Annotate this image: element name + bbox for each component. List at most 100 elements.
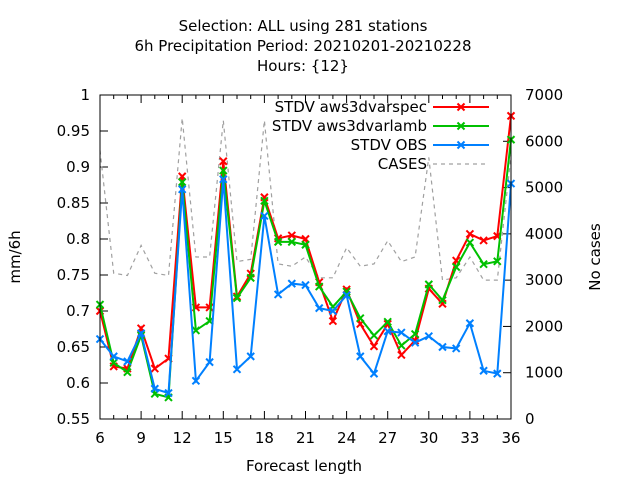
x-axis-ticks: 6 9 12 15 18 21 24 27 30 33 36	[95, 95, 521, 447]
data-point-stroke	[287, 237, 297, 247]
y-tick-label: 1	[80, 86, 90, 104]
y-axis-ticks: 0.55 0.6 0.65 0.7 0.75 0.8 0.85 0.9 0.95 1	[57, 86, 108, 428]
data-point-stroke	[287, 231, 297, 240]
chart-title-line-2: 6h Precipitation Period: 20210201-202102…	[134, 37, 471, 55]
data-point-stdv-aws3dvarlamb	[438, 295, 447, 305]
legend-label: CASES	[378, 155, 427, 173]
data-point-stroke	[246, 352, 255, 361]
data-point-stroke	[123, 367, 132, 377]
y-tick-label: 0.85	[57, 194, 90, 212]
data-point-stroke	[424, 280, 434, 289]
data-point-stroke	[410, 338, 420, 347]
data-point-stroke	[273, 237, 283, 247]
data-point-stroke	[451, 344, 461, 353]
data-point-stdv-aws3dvarlamb	[246, 273, 255, 283]
data-point-stdv-obs	[260, 211, 269, 221]
data-point-stdv-aws3dvarlamb	[219, 166, 228, 175]
data-point-stroke	[328, 306, 338, 316]
data-point-stdv-aws3dvarlamb	[410, 329, 420, 339]
data-point-stroke	[109, 352, 118, 361]
data-point-stroke	[246, 273, 255, 283]
data-point-stroke	[232, 293, 242, 303]
y-tick-label: 0.65	[57, 338, 90, 356]
data-point-stdv-aws3dvarlamb	[356, 313, 365, 323]
data-point-stroke	[177, 177, 187, 187]
data-point-stdv-aws3dvarlamb	[232, 293, 242, 303]
data-point-stroke	[177, 185, 187, 194]
x-tick-label: 21	[296, 429, 315, 447]
data-point-stdv-obs	[273, 290, 283, 299]
legend-label: STDV aws3dvarspec	[275, 98, 427, 116]
data-point-stdv-aws3dvarlamb	[424, 280, 434, 289]
x-tick-label: 30	[419, 429, 438, 447]
data-point-stdv-aws3dvarlamb	[177, 177, 187, 187]
data-point-stdv-obs	[479, 366, 488, 375]
data-point-stroke	[410, 329, 420, 339]
plot-frame	[99, 94, 512, 420]
x-tick-label: 6	[95, 429, 105, 447]
data-point-stroke	[301, 240, 310, 249]
data-point-stdv-aws3dvarlamb	[123, 367, 132, 377]
data-point-stroke	[369, 369, 379, 378]
data-point-stroke	[397, 350, 406, 360]
data-point-stroke	[438, 295, 447, 305]
data-point-stroke	[205, 357, 214, 367]
data-point-stroke	[219, 175, 228, 184]
data-point-stdv-aws3dvarlamb	[260, 196, 269, 206]
data-point-stdv-obs	[219, 175, 228, 184]
legend-item-cases: CASES	[378, 155, 489, 173]
data-point-stdv-aws3dvarlamb	[314, 282, 324, 291]
y-axis-label: mm/6h	[6, 230, 24, 283]
data-point-stroke	[164, 388, 173, 398]
data-point-stroke	[465, 229, 475, 239]
data-point-stdv-aws3dvarlamb	[493, 257, 502, 266]
data-point-stroke	[438, 342, 447, 352]
data-point-stdv-obs	[232, 365, 242, 374]
x-tick-label: 15	[214, 429, 233, 447]
series-line-stdv-aws3dvarlamb	[99, 139, 512, 399]
y2-axis-label: No cases	[586, 223, 604, 291]
data-point-stroke	[493, 257, 502, 266]
x-axis-label: Forecast length	[246, 457, 362, 475]
legend-item-stdv-aws3dvarlamb: STDV aws3dvarlamb	[272, 117, 489, 135]
data-point-stdv-obs	[287, 279, 297, 288]
data-point-stroke	[493, 369, 502, 378]
y2-tick-label: 5000	[525, 179, 563, 197]
series-line-stdv-aws3dvarspec	[99, 115, 512, 371]
data-point-stdv-aws3dvarspec	[369, 342, 379, 351]
data-point-stroke	[287, 279, 297, 288]
y2-tick-label: 4000	[525, 225, 563, 243]
data-point-stdv-aws3dvarlamb	[191, 326, 201, 335]
x-tick-label: 36	[501, 429, 520, 447]
x-tick-label: 24	[337, 429, 356, 447]
series-layer	[95, 111, 516, 402]
data-point-stroke	[123, 357, 132, 366]
legend-marker	[456, 140, 466, 150]
data-point-stroke	[479, 259, 488, 269]
data-point-stdv-aws3dvarspec	[465, 229, 475, 239]
y-tick-label: 0.95	[57, 122, 90, 140]
data-point-stdv-obs	[438, 342, 447, 352]
data-point-stroke	[369, 342, 379, 351]
data-point-stdv-obs	[369, 369, 379, 378]
chart-title-line-1: Selection: ALL using 281 stations	[179, 17, 428, 35]
data-point-stdv-aws3dvarspec	[479, 236, 488, 245]
data-point-stroke	[424, 331, 434, 341]
data-point-stroke	[136, 329, 146, 338]
data-point-stdv-obs	[410, 338, 420, 347]
y-tick-label: 0.7	[66, 302, 90, 320]
data-point-stroke	[150, 364, 160, 373]
data-point-stdv-aws3dvarlamb	[301, 240, 310, 249]
legend-label: STDV aws3dvarlamb	[272, 117, 427, 135]
data-point-stdv-obs	[123, 357, 132, 366]
data-point-stroke	[219, 166, 228, 175]
y-tick-label: 0.8	[66, 230, 90, 248]
data-point-stdv-aws3dvarlamb	[273, 237, 283, 247]
y2-axis-ticks: 0 1000 2000 3000 4000 5000 6000 7000	[503, 86, 563, 428]
data-point-stdv-aws3dvarlamb	[287, 237, 297, 247]
x-tick-label: 27	[378, 429, 397, 447]
data-point-stroke	[301, 280, 310, 290]
data-point-stroke	[383, 317, 392, 327]
